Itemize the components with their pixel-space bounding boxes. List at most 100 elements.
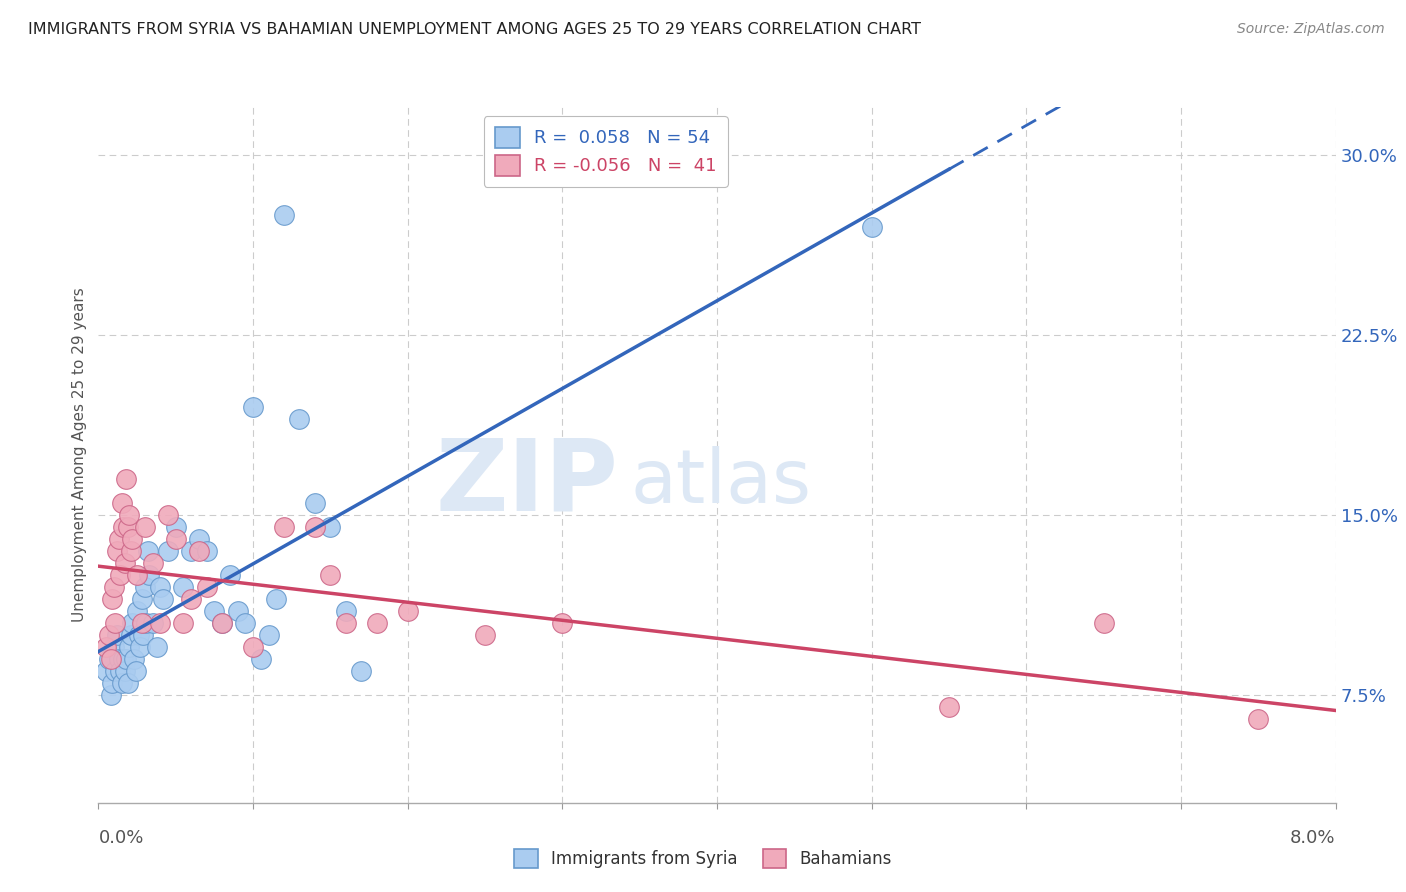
Point — [319, 567, 342, 582]
Text: 8.0%: 8.0% — [1291, 829, 1336, 847]
Point — [319, 520, 342, 534]
Point — [188, 532, 211, 546]
Point — [103, 580, 125, 594]
Point — [335, 604, 357, 618]
Point — [131, 591, 153, 606]
Point — [141, 556, 165, 570]
Point — [120, 628, 142, 642]
Point — [335, 615, 357, 630]
Y-axis label: Unemployment Among Ages 25 to 29 years: Unemployment Among Ages 25 to 29 years — [72, 287, 87, 623]
Point — [118, 508, 141, 522]
Point — [100, 688, 122, 702]
Point — [115, 652, 138, 666]
Point — [273, 520, 295, 534]
Point — [121, 532, 143, 546]
Point — [250, 652, 273, 666]
Point — [103, 640, 125, 654]
Point — [112, 520, 135, 534]
Point — [131, 615, 153, 630]
Point — [242, 400, 264, 414]
Text: IMMIGRANTS FROM SYRIA VS BAHAMIAN UNEMPLOYMENT AMONG AGES 25 TO 29 YEARS CORRELA: IMMIGRANTS FROM SYRIA VS BAHAMIAN UNEMPL… — [28, 22, 921, 37]
Point — [180, 591, 202, 606]
Point — [273, 208, 295, 222]
Point — [226, 604, 249, 618]
Point — [100, 652, 122, 666]
Point — [134, 520, 156, 534]
Point — [98, 652, 121, 666]
Point — [1092, 615, 1115, 630]
Point — [105, 544, 128, 558]
Point — [938, 699, 960, 714]
Point — [242, 640, 264, 654]
Text: Source: ZipAtlas.com: Source: ZipAtlas.com — [1237, 22, 1385, 37]
Point — [122, 652, 145, 666]
Point — [204, 604, 226, 618]
Legend: Immigrants from Syria, Bahamians: Immigrants from Syria, Bahamians — [508, 842, 898, 875]
Point — [264, 591, 288, 606]
Text: atlas: atlas — [630, 446, 811, 519]
Point — [121, 615, 143, 630]
Point — [1247, 712, 1270, 726]
Point — [111, 496, 132, 510]
Point — [304, 496, 326, 510]
Point — [136, 544, 159, 558]
Text: ZIP: ZIP — [436, 434, 619, 532]
Point — [105, 628, 128, 642]
Point — [165, 520, 187, 534]
Point — [108, 567, 131, 582]
Point — [118, 640, 141, 654]
Point — [107, 532, 129, 546]
Point — [98, 628, 121, 642]
Point — [129, 640, 152, 654]
Point — [172, 615, 194, 630]
Point — [211, 615, 233, 630]
Point — [257, 628, 280, 642]
Point — [146, 640, 169, 654]
Point — [114, 556, 136, 570]
Point — [149, 580, 172, 594]
Point — [219, 567, 242, 582]
Point — [152, 591, 174, 606]
Point — [188, 544, 211, 558]
Point — [860, 219, 883, 234]
Point — [474, 628, 496, 642]
Point — [107, 652, 129, 666]
Point — [111, 676, 132, 690]
Point — [157, 508, 180, 522]
Point — [128, 628, 150, 642]
Point — [104, 615, 127, 630]
Point — [149, 615, 172, 630]
Point — [138, 567, 160, 582]
Point — [132, 628, 155, 642]
Point — [124, 664, 146, 678]
Point — [112, 652, 135, 666]
Text: 0.0%: 0.0% — [98, 829, 143, 847]
Legend: R =  0.058   N = 54, R = -0.056   N =  41: R = 0.058 N = 54, R = -0.056 N = 41 — [484, 116, 728, 186]
Point — [350, 664, 373, 678]
Point — [96, 664, 118, 678]
Point — [172, 580, 194, 594]
Point — [396, 604, 419, 618]
Point — [195, 580, 218, 594]
Point — [120, 544, 142, 558]
Point — [180, 544, 202, 558]
Point — [165, 532, 187, 546]
Point — [211, 615, 233, 630]
Point — [127, 567, 149, 582]
Point — [233, 615, 257, 630]
Point — [157, 544, 180, 558]
Point — [96, 640, 118, 654]
Point — [288, 412, 311, 426]
Point — [117, 520, 139, 534]
Point — [101, 676, 124, 690]
Point — [134, 580, 156, 594]
Point — [115, 472, 138, 486]
Point — [304, 520, 326, 534]
Point — [135, 615, 157, 630]
Point — [101, 591, 124, 606]
Point — [127, 604, 149, 618]
Point — [195, 544, 218, 558]
Point — [104, 664, 127, 678]
Point — [114, 664, 136, 678]
Point — [551, 615, 574, 630]
